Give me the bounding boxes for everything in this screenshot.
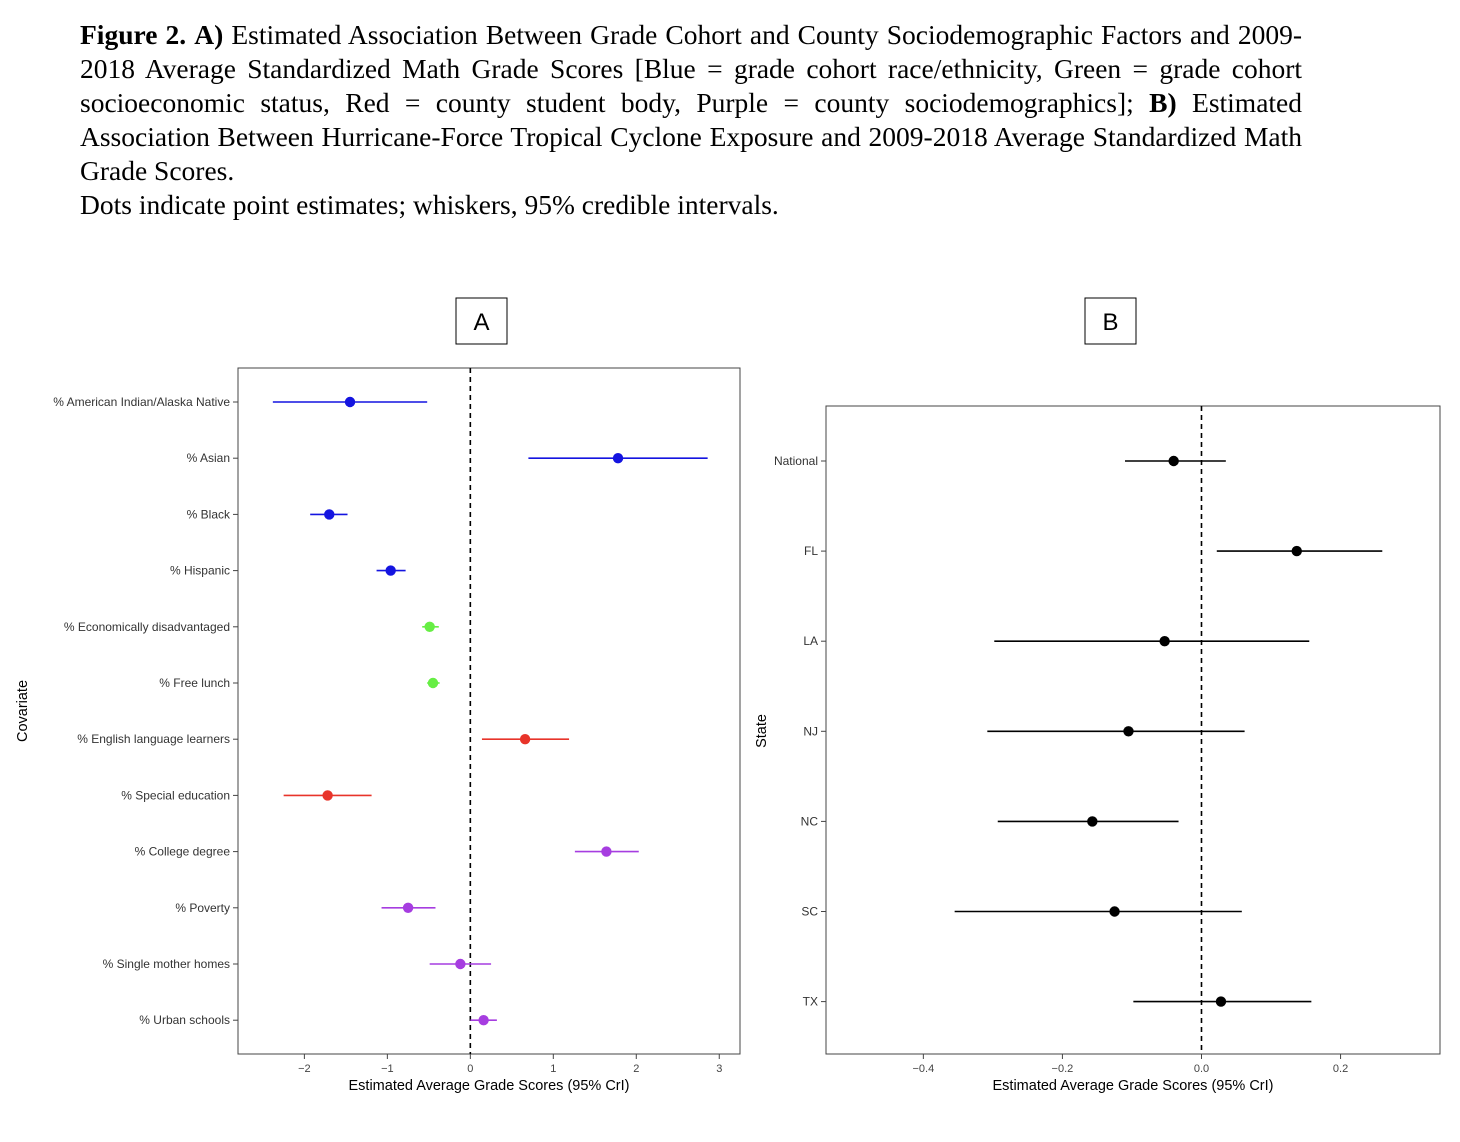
panel-b-y-tick-label: FL xyxy=(804,544,818,558)
panel-a-point-estimate xyxy=(344,396,356,408)
panel-b-x-axis-title: Estimated Average Grade Scores (95% CrI) xyxy=(993,1078,1274,1094)
panel-b-label: B xyxy=(1102,309,1118,336)
panel-a-y-tick-label: % Black xyxy=(187,507,231,521)
caption-note: Dots indicate point estimates; whiskers,… xyxy=(80,189,779,220)
figure-label: Figure 2. xyxy=(80,19,187,50)
panel-b-y-tick-label: National xyxy=(774,454,818,468)
panel-b-x-tick-label: 0.2 xyxy=(1333,1063,1348,1075)
panel-a-point-estimate xyxy=(385,565,396,576)
panel-a-y-tick-label: % Special education xyxy=(121,788,230,802)
panel-b: B Estimated Average Grade Scores (95% Cr… xyxy=(754,297,1441,1094)
panel-a-x-axis-title: Estimated Average Grade Scores (95% CrI) xyxy=(349,1078,630,1094)
panel-a-y-tick-label: % Free lunch xyxy=(159,676,230,690)
panel-a-point-estimate xyxy=(601,846,612,857)
panel-a-point-estimate xyxy=(322,790,333,801)
panel-a-label: A xyxy=(473,309,489,336)
panel-a-point-estimate xyxy=(424,621,435,632)
panel-b-point-estimate xyxy=(1159,636,1170,647)
panel-a-point-estimate xyxy=(612,453,624,464)
panel-a-point-estimate xyxy=(324,509,335,520)
panel-a-x-tick-label: 3 xyxy=(716,1063,722,1075)
panel-a-y-tick-label: % College degree xyxy=(135,845,231,859)
panel-b-point-estimate xyxy=(1215,996,1227,1007)
panel-a-y-tick-label: % American Indian/Alaska Native xyxy=(53,395,230,409)
panel-b-point-estimate xyxy=(1109,906,1120,917)
panel-b-x-tick-label: −0.4 xyxy=(912,1063,934,1075)
panel-a-point-estimate xyxy=(519,734,531,745)
panel-b-y-tick-label: NJ xyxy=(803,724,818,738)
panel-a-x-tick-label: 2 xyxy=(633,1063,639,1075)
panel-a-y-axis-title: Covariate xyxy=(15,680,31,742)
panel-b-point-estimate xyxy=(1291,545,1302,557)
panel-a-y-tick-label: % Single mother homes xyxy=(103,957,230,971)
panel-a-y-tick-label: % English language learners xyxy=(77,732,230,746)
panel-a-point-estimate xyxy=(455,958,466,970)
part-b-caption: Estimated Association Between Hurricane-… xyxy=(80,87,1303,186)
panel-b-point-estimate xyxy=(1168,455,1179,467)
panel-a: A Estimated Average Grade Scores (95% Cr… xyxy=(15,297,741,1094)
panel-b-point-estimate xyxy=(1087,816,1098,827)
part-a-label: A) xyxy=(194,19,224,50)
panel-b-y-tick-label: TX xyxy=(803,995,818,1009)
panel-a-frame xyxy=(237,367,741,1055)
panel-a-x-tick-label: 1 xyxy=(550,1063,556,1075)
panel-a-y-tick-label: % Economically disadvantaged xyxy=(64,620,230,634)
panel-b-label-box xyxy=(1084,297,1137,345)
panel-a-point-estimate xyxy=(402,902,414,913)
panel-a-label-box xyxy=(455,297,508,345)
panel-a-point-estimate xyxy=(478,1015,489,1026)
panel-b-y-tick-label: SC xyxy=(801,905,818,919)
panel-a-x-tick-label: 0 xyxy=(467,1063,473,1075)
panel-b-x-tick-label: 0.0 xyxy=(1194,1063,1209,1075)
panel-a-y-tick-label: % Hispanic xyxy=(170,564,230,578)
panel-b-y-axis-title: State xyxy=(754,714,770,748)
panel-b-y-tick-label: LA xyxy=(803,634,818,648)
part-b-label: B) xyxy=(1149,87,1177,118)
panel-b-y-tick-label: NC xyxy=(801,814,819,828)
panel-a-y-tick-label: % Poverty xyxy=(175,901,230,915)
panel-a-x-tick-label: −1 xyxy=(381,1063,394,1075)
panel-b-x-tick-label: −0.2 xyxy=(1052,1063,1074,1075)
panel-b-frame xyxy=(825,405,1441,1055)
panel-a-x-tick-label: −2 xyxy=(298,1063,311,1075)
panel-a-y-tick-label: % Asian xyxy=(187,451,230,465)
figure-caption: Figure 2. A) Estimated Association Betwe… xyxy=(80,18,1302,222)
panel-a-point-estimate xyxy=(427,677,439,689)
panel-a-y-tick-label: % Urban schools xyxy=(139,1013,230,1027)
part-a-caption: Estimated Association Between Grade Coho… xyxy=(80,19,1303,118)
panel-b-point-estimate xyxy=(1123,726,1134,737)
